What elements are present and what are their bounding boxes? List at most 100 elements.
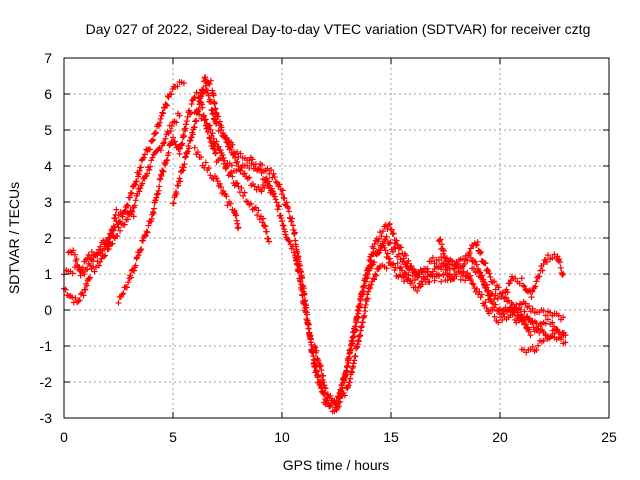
data-point [313,367,320,374]
data-point [313,347,320,354]
data-point [211,146,218,153]
data-point [317,362,324,369]
data-point [446,265,453,272]
data-point [146,166,153,173]
data-point [291,229,298,236]
data-point [101,245,108,252]
data-point [322,385,329,392]
data-point [91,268,98,275]
data-point [385,222,392,229]
data-point [470,258,477,265]
data-point [194,149,201,156]
data-point [195,106,202,113]
data-point [88,248,95,255]
data-point [209,130,216,137]
data-point [321,382,328,389]
data-point [467,245,474,252]
data-point [526,303,533,310]
data-point [168,91,175,98]
data-point [131,267,138,274]
data-point [135,171,142,178]
data-point [489,279,496,286]
data-point [246,165,253,172]
data-point [339,385,346,392]
data-point [318,366,325,373]
x-tick-labels: 0 5 10 15 20 25 [60,429,617,445]
data-point [301,290,308,297]
data-point [487,274,494,281]
data-point [71,251,78,258]
data-point [155,122,162,129]
data-point [156,183,163,190]
data-point [241,170,248,177]
data-point [371,276,378,283]
data-point [443,264,450,271]
data-series [196,95,569,415]
data-point [321,396,328,403]
data-point [273,199,280,206]
x-tick-label: 20 [492,429,508,445]
data-point [414,274,421,281]
data-point [201,117,208,124]
data-point [477,294,484,301]
data-point [389,248,396,255]
data-point [237,150,244,157]
data-point [261,222,268,229]
data-point [140,237,147,244]
data-point [393,237,400,244]
data-point [332,399,339,406]
data-point [177,178,184,185]
data-point [503,286,510,293]
data-point [234,180,241,187]
data-point [100,237,107,244]
data-point [95,262,102,269]
data-point [137,247,144,254]
data-point [136,188,143,195]
data-point [222,165,229,172]
data-point [527,332,534,339]
data-point [311,363,318,370]
data-point [388,226,395,233]
data-point [374,250,381,257]
data-point [202,116,209,123]
data-point [157,147,164,154]
data-point [341,392,348,399]
y-tick-label: 2 [44,230,52,246]
data-point [386,255,393,262]
data-point [473,242,480,249]
data-series [170,74,567,410]
data-point [297,278,304,285]
data-point [286,238,293,245]
data-point [233,159,240,166]
data-point [344,364,351,371]
data-point [114,233,121,240]
data-point [362,278,369,285]
data-point [515,306,522,313]
data-point [491,278,498,285]
data-point [77,272,84,279]
data-point [217,184,224,191]
data-point [126,194,133,201]
data-point [105,239,112,246]
data-point [188,101,195,108]
data-point [442,258,449,265]
data-point [120,290,127,297]
data-point [389,231,396,238]
data-point [533,278,540,285]
data-point [327,401,334,408]
data-point [317,380,324,387]
data-point [251,183,258,190]
data-point [235,153,242,160]
data-point [187,110,194,117]
data-point [279,222,286,229]
data-point [367,265,374,272]
data-series [65,206,137,279]
data-point [387,239,394,246]
data-point [125,279,132,286]
data-point [308,341,315,348]
data-point [347,347,354,354]
x-axis-label: GPS time / hours [283,457,390,473]
data-point [149,137,156,144]
data-point [338,382,345,389]
y-tick-label: -3 [40,410,53,426]
